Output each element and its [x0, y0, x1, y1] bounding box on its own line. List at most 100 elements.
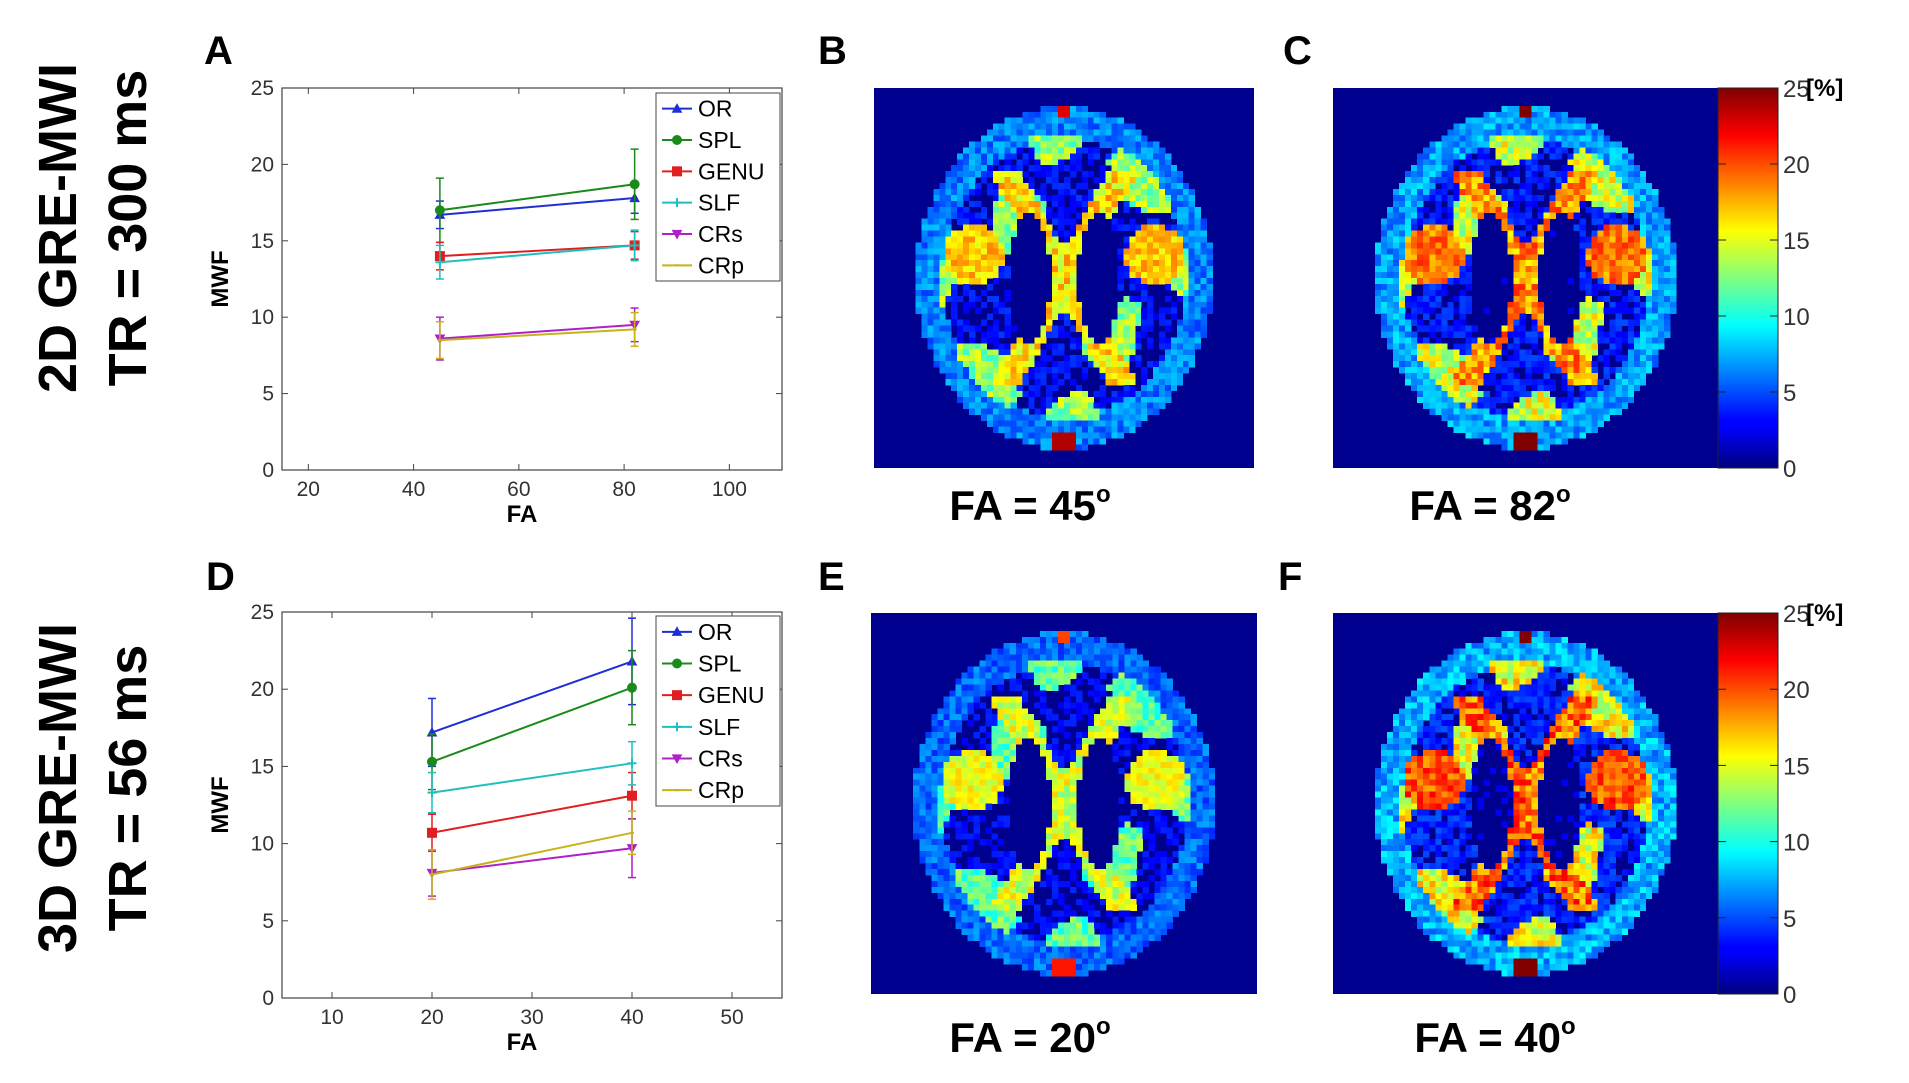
mwf-map-c-pixel	[1603, 135, 1611, 142]
mwf-map-e-pixel	[955, 755, 962, 763]
mwf-map-c-pixel	[1579, 260, 1587, 267]
mwf-map-c-pixel	[1471, 361, 1478, 368]
mwf-map-c-pixel	[1435, 402, 1442, 410]
mwf-map-b-pixel	[1159, 200, 1166, 208]
mwf-map-e-pixel	[1184, 714, 1192, 721]
mwf-map-e-pixel	[931, 738, 938, 745]
mwf-map-c-pixel	[1489, 438, 1496, 445]
mwf-map-b-pixel	[1058, 414, 1065, 421]
mwf-map-b-pixel	[1069, 378, 1077, 386]
mwf-map-c-pixel	[1627, 390, 1635, 398]
mwf-map-b-pixel	[1040, 153, 1047, 160]
mwf-map-b-pixel	[957, 212, 964, 220]
mwf-map-c-pixel	[1531, 414, 1538, 421]
mwf-map-e-pixel	[1057, 791, 1065, 798]
mwf-map-c-pixel	[1489, 337, 1496, 344]
mwf-map-e-pixel	[1106, 684, 1113, 691]
mwf-map-e-pixel	[1160, 726, 1167, 733]
mwf-map-e-pixel	[1124, 684, 1131, 691]
mwf-map-c-pixel	[1597, 248, 1605, 255]
mwf-map-e-pixel	[1154, 666, 1161, 673]
mwf-map-c-pixel	[1531, 408, 1538, 415]
mwf-map-e-pixel	[1184, 857, 1192, 864]
mwf-map-c-pixel	[1417, 230, 1424, 237]
mwf-map-b-pixel	[1075, 230, 1083, 237]
mwf-map-e-pixel	[949, 708, 956, 715]
mwf-map-b-pixel	[1123, 343, 1130, 350]
mwf-map-b-pixel	[957, 153, 964, 160]
mwf-map-c-pixel	[1447, 384, 1454, 392]
mwf-map-c-pixel	[1549, 200, 1556, 208]
mwf-map-b-pixel	[957, 248, 964, 255]
mwf-map-c-pixel	[1519, 420, 1526, 427]
mwf-map-c-pixel	[1615, 408, 1623, 415]
mwf-map-c-pixel	[1543, 426, 1550, 433]
mwf-map-e-pixel	[1076, 839, 1083, 846]
mwf-map-b-pixel	[992, 325, 1000, 332]
mwf-map-b-pixel	[1052, 230, 1059, 237]
mwf-map-c-pixel	[1477, 183, 1484, 190]
mwf-map-b-pixel	[939, 254, 946, 261]
mwf-map-b-pixel	[1188, 194, 1196, 202]
mwf-map-c-pixel	[1513, 414, 1520, 421]
mwf-map-c-pixel	[1591, 301, 1599, 309]
mwf-map-e-pixel	[937, 827, 944, 834]
mwf-map-b-pixel	[1052, 408, 1059, 415]
mwf-map-c-pixel	[1465, 177, 1472, 184]
mwf-map-e-pixel	[1106, 732, 1113, 739]
mwf-map-b-pixel	[1141, 396, 1148, 404]
mwf-map-e-pixel	[1160, 684, 1167, 691]
mwf-map-e-pixel	[1160, 702, 1167, 709]
mwf-map-c-pixel	[1525, 420, 1532, 427]
mwf-map-c-pixel	[1645, 260, 1653, 267]
mwf-map-c-pixel	[1573, 325, 1581, 332]
mwf-map-c-pixel	[1555, 361, 1562, 368]
mwf-map-c-pixel	[1417, 165, 1424, 172]
mwf-map-c-pixel	[1453, 307, 1460, 315]
mwf-map-e-pixel	[1076, 708, 1083, 715]
mwf-map-c-pixel	[1531, 367, 1538, 374]
mwf-map-c-pixel	[1405, 349, 1412, 356]
mwf-map-c-pixel	[1579, 301, 1587, 309]
mwf-map-b-pixel	[957, 337, 964, 344]
mwf-map-b-pixel	[1004, 432, 1011, 439]
mwf-map-e-pixel	[1184, 732, 1192, 739]
mwf-map-c-pixel	[1423, 390, 1430, 398]
mwf-map-e-pixel	[1051, 648, 1059, 656]
mwf-map-b-pixel	[1028, 390, 1035, 398]
mwf-map-b-pixel	[1052, 301, 1059, 309]
mwf-map-c-pixel	[1489, 194, 1496, 202]
mwf-map-c-pixel	[1525, 378, 1532, 386]
mwf-map-b-pixel	[1069, 278, 1077, 285]
mwf-map-c-pixel	[1591, 313, 1599, 320]
mwf-map-b-pixel	[1135, 408, 1142, 415]
mwf-map-b-pixel	[1081, 171, 1089, 178]
mwf-map-b-pixel	[1123, 361, 1130, 368]
mwf-map-c-pixel	[1579, 135, 1587, 142]
mwf-map-c-pixel	[1537, 325, 1544, 332]
mwf-map-b-pixel	[1111, 171, 1118, 178]
mwf-map-b-pixel	[1176, 224, 1184, 231]
mwf-map-e-pixel	[1202, 767, 1210, 775]
mwf-map-e-pixel	[931, 839, 938, 846]
mwf-map-b-pixel	[1046, 384, 1053, 392]
mwf-map-c-pixel	[1657, 230, 1665, 237]
mwf-map-c-pixel	[1453, 396, 1460, 404]
mwf-map-c-pixel	[1453, 408, 1460, 415]
mwf-map-c-pixel	[1657, 224, 1665, 231]
mwf-map-c-pixel	[1423, 378, 1430, 386]
mwf-map-b-pixel	[1129, 373, 1136, 380]
mwf-map-e-pixel	[1003, 660, 1011, 667]
mwf-map-b-pixel	[974, 361, 982, 368]
mwf-map-c-pixel	[1633, 266, 1641, 273]
mwf-map-c-pixel	[1531, 272, 1538, 279]
mwf-map-b-pixel	[1064, 313, 1071, 320]
mwf-map-e-pixel	[1045, 678, 1053, 685]
mwf-map-c-pixel	[1531, 165, 1538, 172]
mwf-map-c-pixel	[1519, 123, 1526, 130]
mwf-map-e-pixel	[1064, 779, 1071, 787]
mwf-map-e-pixel	[913, 809, 920, 816]
mwf-map-c-pixel	[1513, 147, 1520, 154]
mwf-map-e-pixel	[1045, 672, 1053, 679]
mwf-map-c-pixel	[1471, 367, 1478, 374]
